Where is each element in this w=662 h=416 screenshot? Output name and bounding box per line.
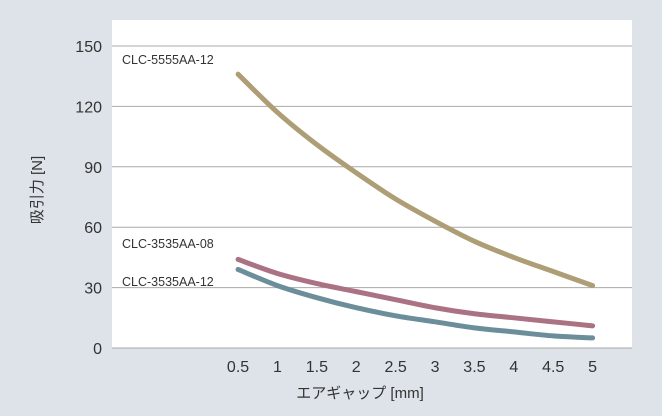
y-tick-labels: 0 30 60 90 120 150 [75,39,102,358]
x-tick-labels: 0.5 1 1.5 2 2.5 3 3.5 4 4.5 5 [227,359,597,376]
series-lines [235,71,596,341]
x-tick-label: 5 [588,359,597,376]
y-tick-label: 150 [75,39,102,56]
x-tick-label: 3.5 [463,359,485,376]
y-tick-label: 30 [84,281,102,298]
series-labels: CLC-5555AA-12 CLC-3535AA-08 CLC-3535AA-12 [122,53,214,289]
series-line-CLC-3535AA-08 [235,256,596,329]
series-label: CLC-5555AA-12 [122,53,214,67]
x-tick-label: 2.5 [385,359,407,376]
x-tick-label: 1 [273,359,282,376]
x-tick-label: 2 [352,359,361,376]
x-tick-label: 3 [431,359,440,376]
series-label: CLC-3535AA-08 [122,237,214,251]
y-tick-label: 90 [84,160,102,177]
x-tick-label: 4 [509,359,518,376]
x-tick-label: 1.5 [306,359,328,376]
x-tick-label: 4.5 [542,359,564,376]
y-tick-label: 60 [84,220,102,237]
series-line-CLC-5555AA-12 [235,71,596,289]
y-axis-title: 吸引力 [N] [29,156,46,224]
gridlines [112,45,632,349]
y-tick-label: 0 [93,341,102,358]
x-axis-title: エアギャップ [mm] [296,385,424,402]
y-tick-label: 120 [75,99,102,116]
series-label: CLC-3535AA-12 [122,275,214,289]
x-tick-label: 0.5 [227,359,249,376]
series-line-CLC-3535AA-12 [235,266,596,341]
